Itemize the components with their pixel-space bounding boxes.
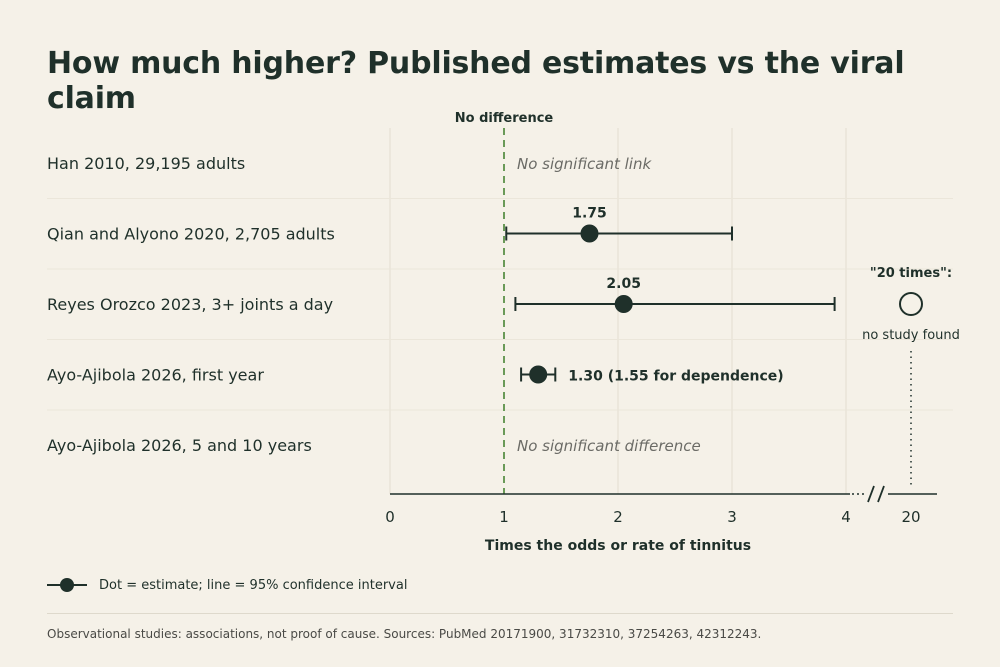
viral-claim-marker: "20 times": no study found: [862, 266, 960, 486]
estimate-value-label: 1.30 (1.55 for dependence): [568, 369, 783, 385]
x-tick-label: 4: [841, 508, 851, 526]
x-tick-label: 3: [727, 508, 737, 526]
x-axis: 0 1 2 3 4 20: [385, 485, 937, 526]
estimate-marks: No significant link 1.75 2.05 1.30 (1.55 fo…: [505, 155, 836, 455]
row-label: Qian and Alyono 2020, 2,705 adults: [47, 225, 335, 244]
x-tick-label: 1: [499, 508, 509, 526]
row-labels: Han 2010, 29,195 adults Qian and Alyono 2…: [47, 154, 335, 455]
x-tick-label: 20: [901, 508, 920, 526]
chart-title: How much higher? Published estimates vs …: [47, 46, 905, 116]
legend: Dot = estimate; line = 95% confidence in…: [47, 574, 407, 596]
legend-text: Dot = estimate; line = 95% confidence in…: [99, 577, 408, 593]
x-tick-label: 2: [613, 508, 623, 526]
row-label: Ayo-Ajibola 2026, first year: [47, 366, 264, 385]
estimate-dot: [614, 295, 633, 313]
estimate-dot: [580, 224, 599, 243]
estimate-value-label: 1.75: [572, 206, 607, 222]
legend-estimate-icon: [47, 578, 87, 592]
no-difference-label: No difference: [455, 111, 554, 126]
footnote: Observational studies: associations, not…: [47, 627, 762, 641]
gridlines: [47, 128, 953, 494]
x-tick-label: 0: [385, 508, 395, 526]
axis-break-mark: [877, 485, 885, 503]
estimate-value-label: 2.05: [606, 276, 641, 292]
claim-title: "20 times":: [870, 266, 952, 281]
row-note: No significant link: [517, 155, 652, 173]
claim-subtitle: no study found: [862, 328, 960, 343]
axis-break-mark: [867, 485, 875, 503]
row-label: Ayo-Ajibola 2026, 5 and 10 years: [47, 436, 312, 455]
claim-open-circle: [899, 292, 923, 316]
row-note: No significant difference: [517, 437, 701, 455]
divider: [47, 613, 953, 614]
forest-plot: Han 2010, 29,195 adults Qian and Alyono 2…: [47, 111, 960, 554]
estimate-dot: [529, 365, 548, 384]
x-axis-title: Times the odds or rate of tinnitus: [485, 538, 751, 554]
row-label: Han 2010, 29,195 adults: [47, 154, 245, 173]
row-label: Reyes Orozco 2023, 3+ joints a day: [47, 295, 333, 314]
